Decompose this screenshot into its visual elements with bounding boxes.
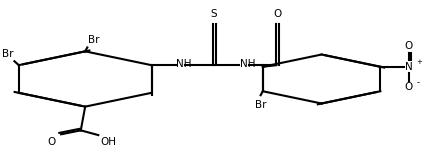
Text: -: - [417, 78, 420, 87]
Text: O: O [48, 137, 56, 147]
Text: S: S [211, 9, 217, 19]
Text: O: O [405, 41, 413, 51]
Text: N: N [405, 62, 413, 72]
Text: +: + [416, 59, 422, 65]
Text: NH: NH [176, 59, 192, 69]
Text: Br: Br [2, 49, 14, 59]
Text: O: O [274, 9, 282, 19]
Text: Br: Br [255, 100, 267, 110]
Text: OH: OH [100, 137, 117, 147]
Text: NH: NH [240, 59, 255, 69]
Text: Br: Br [88, 35, 100, 45]
Text: O: O [405, 82, 413, 92]
